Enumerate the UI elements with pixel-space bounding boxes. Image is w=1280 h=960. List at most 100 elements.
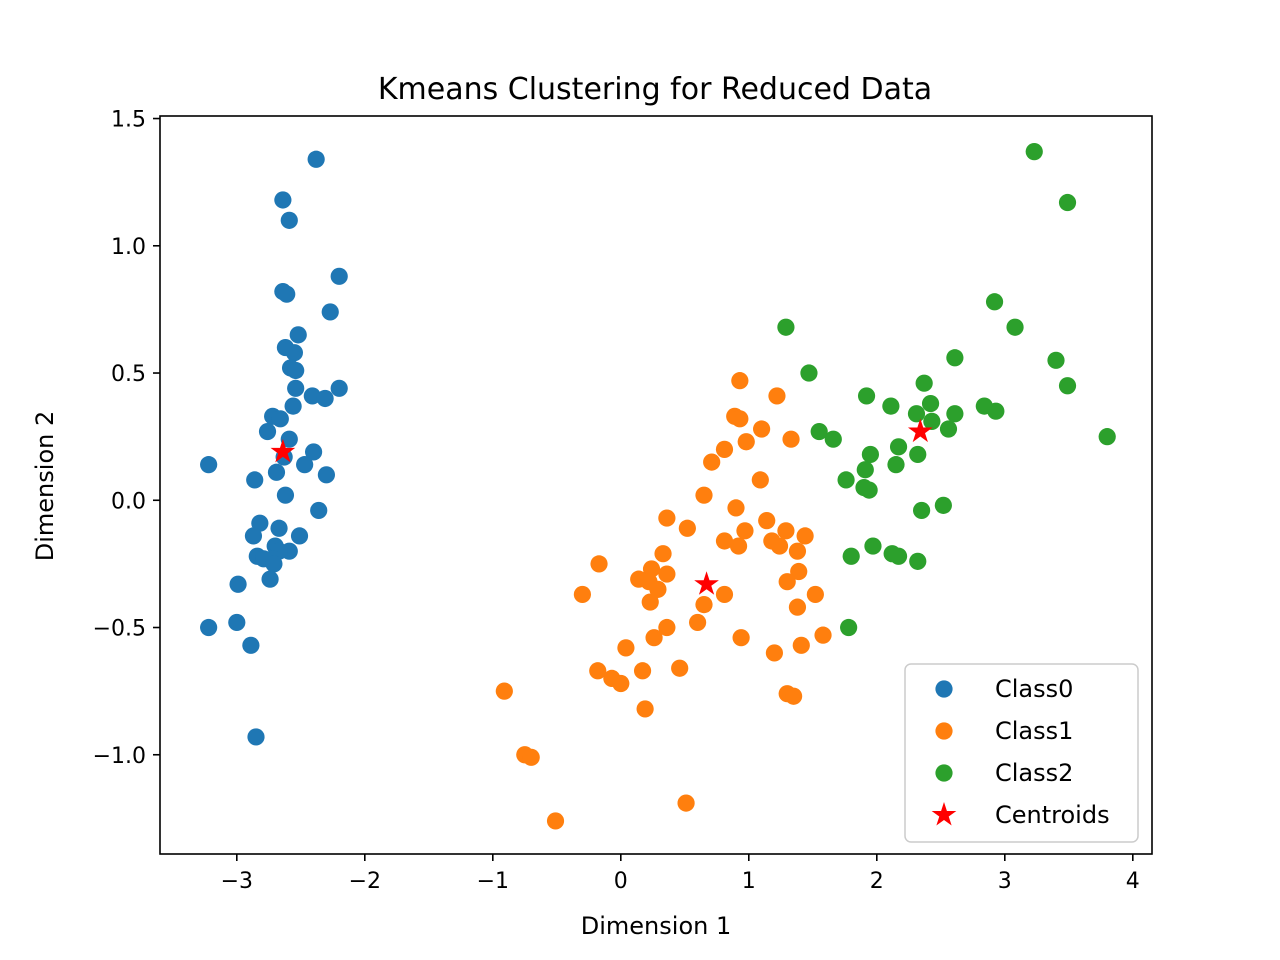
class0-point (290, 527, 309, 545)
class0-point (284, 397, 302, 415)
class0-point (296, 456, 314, 474)
centroid-star (907, 418, 933, 443)
class0-point (265, 555, 283, 573)
class0-point (242, 636, 260, 654)
class1-point (788, 598, 807, 616)
legend-swatch-class1 (935, 722, 953, 740)
x-axis: −3 −2 −1 0 1 2 3 4 (221, 854, 1140, 894)
class0-point (285, 344, 303, 362)
class1-point (731, 372, 749, 390)
x-tick-label: 4 (1126, 869, 1140, 894)
class0-point (251, 514, 269, 532)
y-tick-label: −0.5 (93, 617, 146, 642)
class1-point (677, 794, 695, 812)
legend-label-class1: Class1 (995, 717, 1073, 745)
class0-point (280, 211, 298, 229)
class0-point (303, 387, 321, 405)
class0-point (246, 471, 264, 489)
class2-point (1047, 351, 1065, 369)
class1-point (612, 674, 630, 693)
class0-point (200, 618, 218, 637)
class1-point (641, 593, 659, 611)
class2-point (1025, 143, 1043, 161)
class2-point (824, 430, 842, 448)
class2-point (887, 456, 905, 474)
legend: Class0 Class1 Class2 Centroids (904, 663, 1139, 843)
class1-point (703, 453, 721, 471)
centroid-star (270, 438, 296, 463)
class1-point (737, 433, 755, 451)
class2-point (889, 438, 908, 456)
class0-point (200, 456, 218, 474)
y-tick-label: 0.0 (111, 489, 146, 514)
y-tick-label: 1.5 (111, 108, 146, 133)
legend-label-class0: Class0 (995, 675, 1073, 703)
class1-point (768, 387, 786, 405)
class1-point (790, 562, 808, 581)
class1-point (765, 644, 784, 662)
class1-point (715, 532, 734, 550)
y-tick-label: −1.0 (93, 744, 146, 769)
class2-point (921, 394, 940, 413)
y-axis-label: Dimension 2 (31, 411, 59, 561)
class2-point (1058, 193, 1077, 212)
class0-point (271, 410, 289, 428)
class2-point (840, 618, 858, 637)
class2-point (909, 445, 927, 464)
class2-point (777, 318, 795, 336)
class0-point (267, 463, 286, 481)
legend-swatch-centroids (931, 802, 957, 826)
class1-point (522, 748, 540, 766)
class0-point (244, 527, 263, 545)
class2-point (864, 537, 882, 555)
class0-point (258, 422, 277, 441)
class2-point (934, 496, 952, 514)
class2-point (1006, 318, 1024, 336)
class2-point (946, 349, 964, 367)
class2-point (860, 481, 878, 499)
class2-point (985, 293, 1004, 311)
class2-point (842, 547, 860, 565)
x-tick-label: −1 (477, 869, 509, 894)
x-tick-label: −2 (349, 869, 381, 894)
class2-point (857, 387, 876, 405)
class1-point (782, 430, 800, 448)
class1-point (778, 573, 796, 591)
legend-swatch-class0 (935, 680, 953, 698)
class1-point (758, 512, 776, 530)
legend-label-class2: Class2 (995, 759, 1073, 787)
class2-point (1098, 428, 1116, 446)
class1-point (617, 639, 635, 657)
class1-point (546, 812, 565, 830)
chart-title: Kmeans Clustering for Reduced Data (378, 72, 932, 107)
class0-point (310, 501, 328, 520)
class0-point (278, 285, 296, 303)
class0-point (228, 613, 246, 632)
class0-point (330, 379, 348, 397)
class1-point (645, 629, 663, 647)
x-tick-label: 0 (614, 869, 628, 894)
class0-point (276, 486, 295, 504)
centroid-star (694, 571, 719, 595)
class1-point (792, 636, 810, 654)
class2-point (1058, 377, 1077, 395)
class1-point (715, 585, 734, 604)
class1-point (727, 499, 745, 517)
class2-point (913, 501, 931, 520)
class0-point (229, 575, 247, 593)
class1-point (678, 519, 696, 537)
class1-point (770, 537, 789, 555)
class2-point (810, 422, 828, 441)
class0-point (287, 379, 305, 397)
class2-point (907, 405, 926, 423)
plot-marks (200, 143, 1116, 830)
class2-point (889, 547, 908, 565)
class1-point (633, 662, 652, 680)
class1-point (636, 700, 654, 718)
plot-area-frame (159, 115, 1153, 855)
class2-point (946, 405, 964, 423)
legend-frame (904, 663, 1139, 843)
y-axis: 1.5 1.0 0.5 0.0 −0.5 −1.0 (93, 108, 160, 769)
class0-point (289, 326, 307, 344)
